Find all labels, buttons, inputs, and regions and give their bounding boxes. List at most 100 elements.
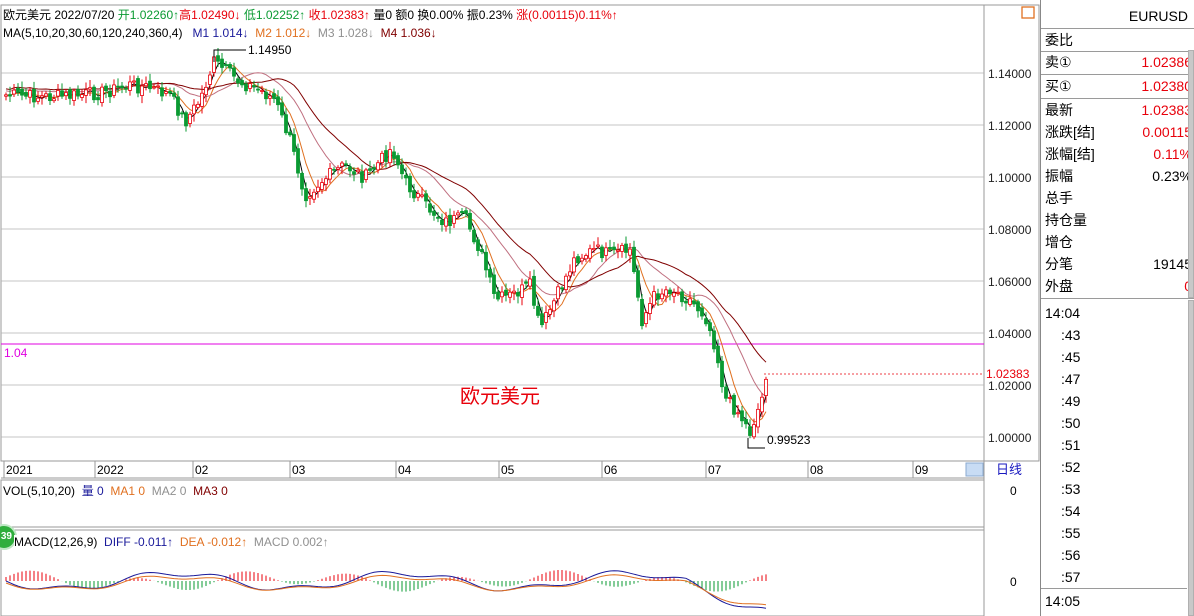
candle-body	[80, 94, 84, 98]
candle-body	[348, 166, 352, 172]
row-bid1[interactable]: 买① 1.02380	[1041, 76, 1194, 97]
candle-body	[188, 113, 192, 124]
time-scroll-thumb[interactable]	[965, 462, 984, 477]
candle-body	[116, 85, 120, 88]
candle-body	[564, 275, 568, 291]
candle-body	[700, 307, 704, 317]
row-weibi: 委比	[1041, 30, 1194, 51]
candle-body	[596, 244, 600, 247]
kline-chart-canvas[interactable]	[0, 0, 1040, 616]
candle-body	[392, 151, 396, 159]
candle-body	[200, 92, 204, 107]
quote-scrollbar-thumb[interactable]	[1188, 50, 1194, 298]
candle-body	[228, 64, 232, 69]
macd-value: MACD 0.002↑	[253, 535, 329, 549]
macd-lines	[5, 570, 767, 609]
ma-params[interactable]: MA(5,10,20,30,60,120,240,360,4)	[3, 26, 183, 40]
candle-body	[28, 90, 32, 98]
candle-body	[480, 249, 484, 253]
row-ticks: 分笔 19145	[1041, 254, 1194, 275]
vol-ma2: MA2 0	[151, 484, 187, 498]
candle-body	[468, 212, 472, 230]
candle-body	[320, 182, 324, 190]
candle-body	[72, 90, 76, 101]
candle-body	[224, 64, 228, 66]
candle-body	[532, 275, 536, 306]
ma1-line	[5, 61, 767, 429]
row-oi-change-label: 增仓	[1045, 234, 1073, 250]
ma3-line	[5, 72, 767, 398]
tick-time: :51	[1061, 437, 1081, 453]
candle-body	[416, 193, 420, 198]
panel-toggle-icon[interactable]	[1021, 6, 1035, 19]
tick-hour-2: 14:05	[1041, 590, 1194, 612]
candle-body	[412, 190, 416, 199]
low-marker-leader	[747, 438, 765, 449]
quote-panel: EURUSD 委比 卖① 1.02386 买① 1.02380 最新 1.02383 …	[1040, 0, 1194, 616]
symbol-header: EURUSD	[1041, 0, 1194, 28]
ma-m2: M2 1.012↓	[255, 26, 312, 40]
high-marker-label: 1.14950	[248, 43, 292, 57]
candle-body	[208, 74, 212, 85]
tick-list[interactable]: 14:04 :43 :45 :47 :49 :50 :51 :52 :53 :5…	[1041, 300, 1187, 616]
row-last-value: 1.02383	[1141, 102, 1192, 118]
price-tick-6: 1.04000	[988, 327, 1032, 341]
candle-body	[760, 396, 764, 413]
candle-body	[440, 219, 444, 226]
candle-body	[420, 194, 424, 197]
macd-params[interactable]: MACD(12,26,9)	[14, 535, 98, 549]
row-amplitude-label: 振幅	[1045, 168, 1073, 184]
panel-divider	[1041, 98, 1194, 99]
row-outer-volume: 外盘0	[1041, 276, 1194, 297]
header-open: 开1.02260↑	[117, 8, 180, 22]
row-ask1[interactable]: 卖① 1.02386	[1041, 52, 1194, 73]
tick-row: :53	[1041, 478, 1194, 500]
candle-body	[240, 80, 244, 86]
candle-body	[436, 216, 440, 219]
time-label-05: 05	[501, 463, 515, 477]
candle-body	[716, 345, 720, 364]
candle-body	[720, 360, 724, 388]
macd-legend: MACD(12,26,9) DIFF -0.011↑ DEA -0.012↑ M…	[14, 535, 329, 549]
period-button[interactable]: 日线	[996, 462, 1023, 477]
time-label-03: 03	[292, 463, 306, 477]
tick-row: :52	[1041, 456, 1194, 478]
candle-body	[184, 112, 188, 127]
candle-body	[284, 114, 288, 134]
time-label-2021: 2021	[6, 463, 33, 477]
candle-body	[544, 312, 548, 323]
candle-body	[88, 87, 92, 90]
candle-body	[552, 300, 556, 312]
row-change-pct-label: 涨幅[结]	[1045, 146, 1095, 162]
candle-body	[384, 150, 388, 162]
row-ticks-value: 19145	[1153, 256, 1192, 272]
candle-body	[496, 291, 500, 300]
candle-body	[560, 287, 564, 290]
candle-body	[736, 412, 740, 415]
tick-scrollbar-thumb[interactable]	[1188, 300, 1194, 616]
time-label-02: 02	[195, 463, 209, 477]
tick-time: :50	[1061, 415, 1081, 431]
header-close: 收1.02383↑	[308, 8, 370, 22]
row-amplitude-value: 0.23%	[1152, 168, 1192, 184]
candle-body	[296, 148, 300, 174]
macd-diff: DIFF -0.011↑	[104, 535, 174, 549]
candle-body	[556, 286, 560, 300]
candle-body	[428, 203, 432, 213]
candle-body	[756, 408, 760, 428]
candle-body	[44, 93, 48, 97]
candle-body	[676, 291, 680, 294]
candle-body	[388, 149, 392, 164]
symbol-code: EURUSD	[1128, 8, 1188, 24]
row-bid1-label: 买①	[1045, 78, 1072, 94]
dea-line	[5, 574, 767, 606]
volume-pane-border	[0, 479, 985, 528]
high-marker-leader	[213, 49, 246, 62]
vol-params[interactable]: VOL(5,10,20)	[3, 484, 76, 498]
tick-hour-1-label: 14:04	[1045, 305, 1081, 321]
price-tick-8: 1.00000	[988, 431, 1032, 445]
last-price-tag: 1.02383	[986, 367, 1030, 381]
candlesticks[interactable]	[4, 48, 768, 440]
candle-body	[616, 249, 620, 252]
candle-body	[708, 322, 712, 332]
